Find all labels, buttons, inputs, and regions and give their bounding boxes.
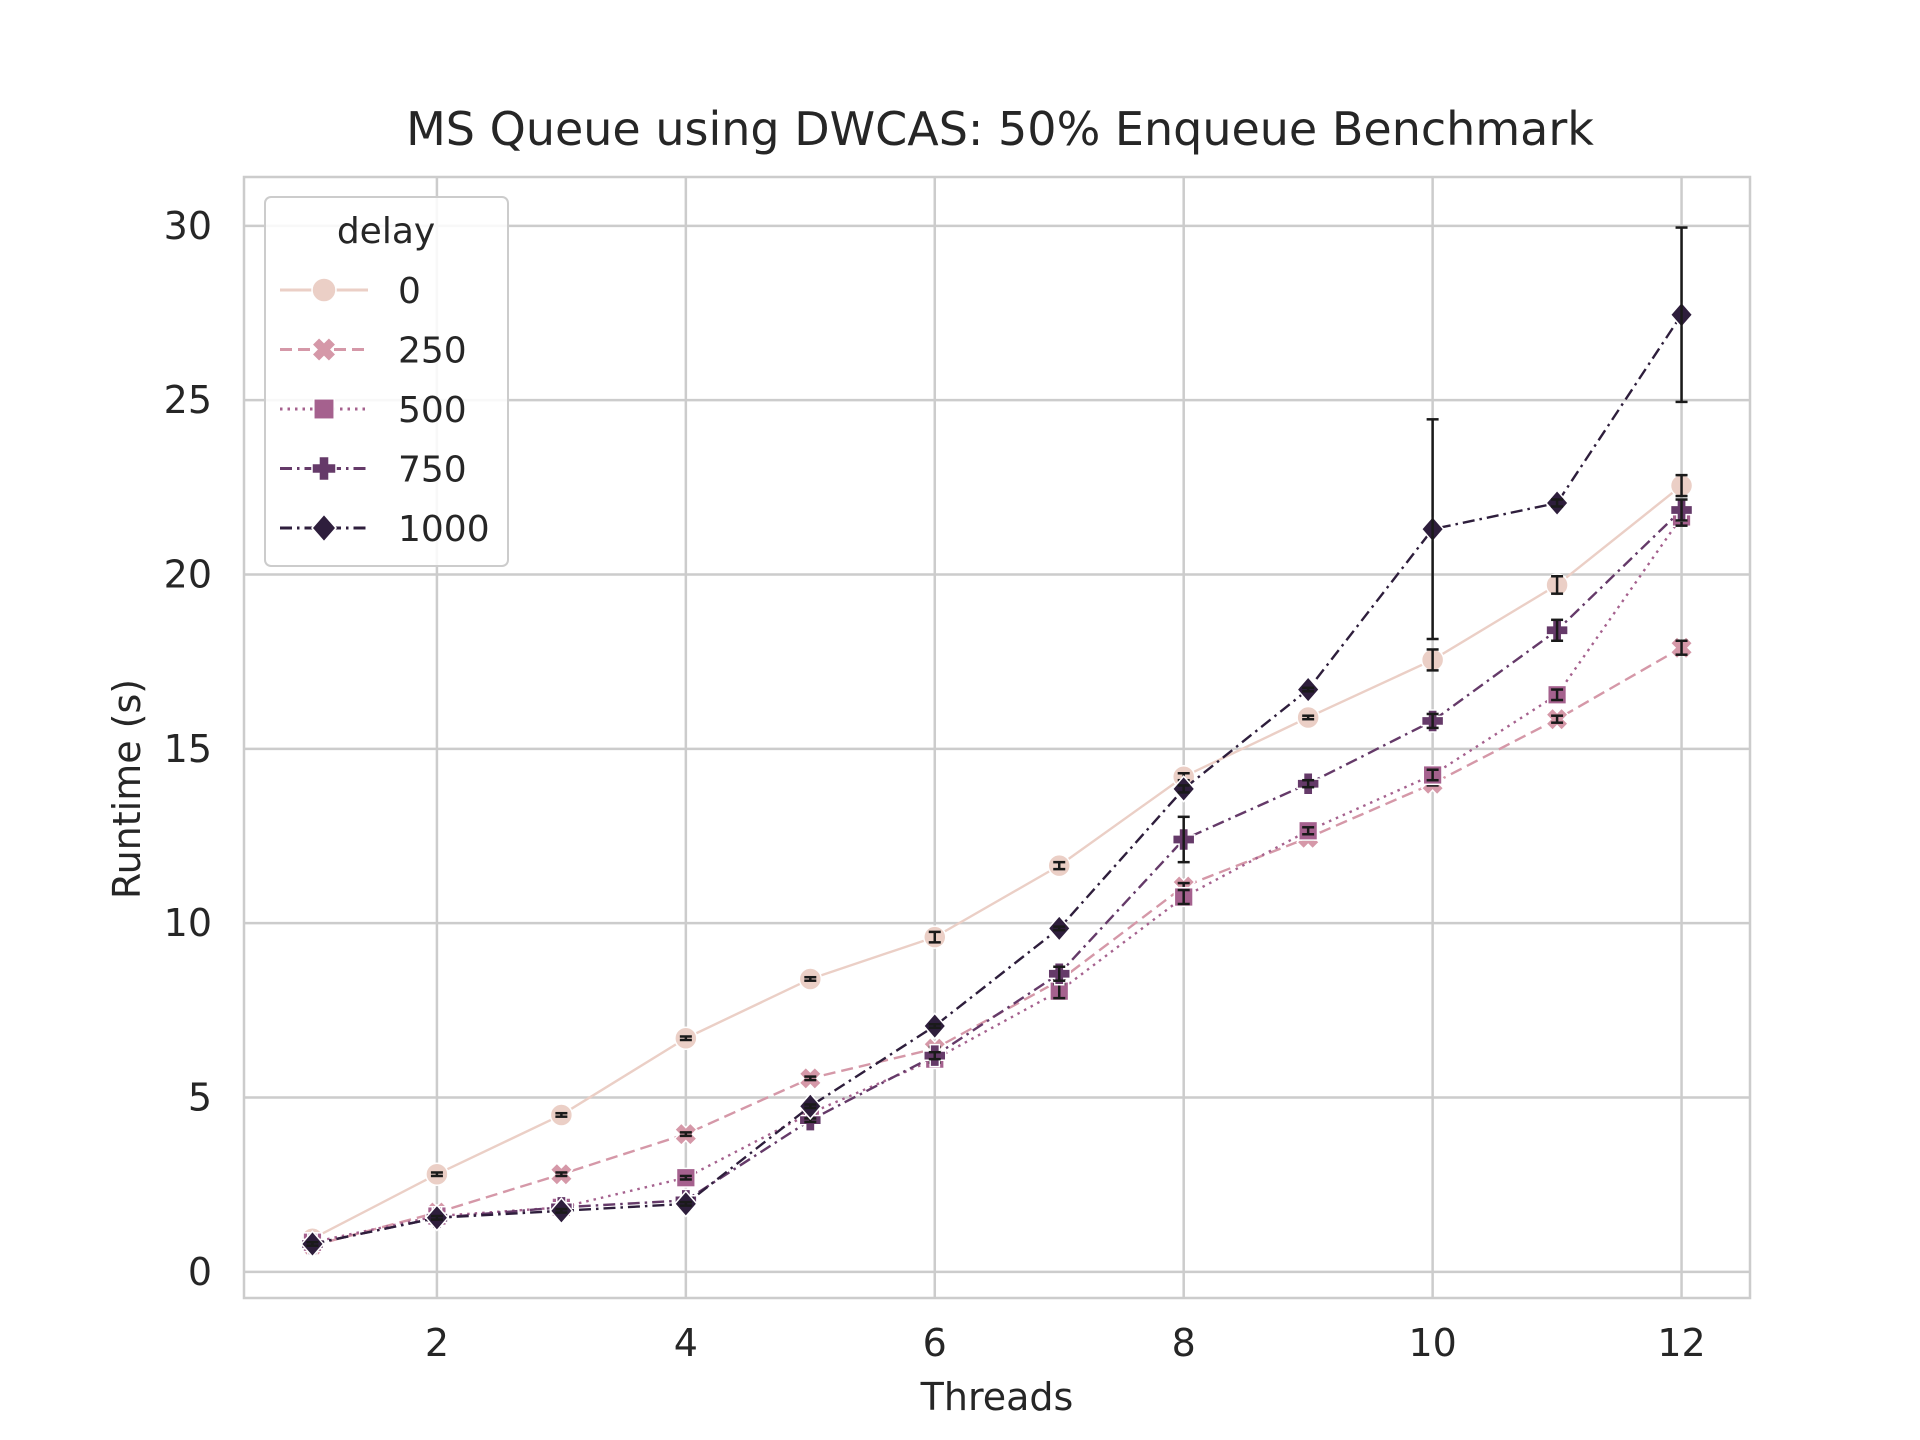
error-bar xyxy=(804,1075,817,1082)
error-bar xyxy=(1302,686,1315,693)
error-bar xyxy=(1302,826,1315,836)
error-bar xyxy=(679,1200,692,1207)
x-axis-label: Threads xyxy=(920,1375,1074,1419)
legend-label: 750 xyxy=(398,450,467,491)
plot-frame xyxy=(242,175,1752,1300)
legend-label: 250 xyxy=(398,331,467,372)
error-bar xyxy=(1053,860,1066,871)
error-bar xyxy=(679,1131,692,1138)
error-bar xyxy=(1675,226,1688,404)
error-bar xyxy=(1675,473,1688,498)
x-tick-label: 6 xyxy=(923,1321,947,1365)
error-bar xyxy=(928,1023,941,1030)
y-tick-label: 30 xyxy=(164,204,212,248)
series-1000 xyxy=(300,226,1694,1258)
y-tick-labels: 0 5 10 15 20 25 30 xyxy=(164,204,212,1294)
series-250 xyxy=(300,635,1694,1258)
error-bar xyxy=(1551,498,1564,508)
legend-label: 0 xyxy=(398,271,421,312)
error-bar xyxy=(1302,778,1315,789)
error-bar xyxy=(804,1103,817,1110)
legend-marker xyxy=(313,398,335,420)
legend-marker xyxy=(311,277,337,303)
error-bar xyxy=(555,1171,568,1178)
legend-label: 500 xyxy=(398,390,467,431)
y-tick-label: 25 xyxy=(164,378,212,422)
error-bar xyxy=(804,975,817,982)
error-bar xyxy=(430,1171,443,1178)
error-bar xyxy=(928,930,941,944)
x-tick-label: 10 xyxy=(1408,1321,1456,1365)
error-bar xyxy=(306,1240,319,1247)
error-bar xyxy=(1675,639,1688,656)
error-bar xyxy=(555,1111,568,1118)
error-bar xyxy=(1426,712,1439,730)
legend-marker xyxy=(311,513,337,543)
series-line xyxy=(312,516,1683,1244)
error-bar xyxy=(1551,618,1564,642)
legend-title: delay xyxy=(337,211,435,252)
error-bar xyxy=(1177,888,1190,906)
series-0 xyxy=(300,473,1694,1251)
y-tick-label: 10 xyxy=(164,901,212,945)
x-tick-label: 4 xyxy=(674,1321,698,1365)
error-bar xyxy=(430,1214,443,1221)
legend-label: 1000 xyxy=(398,509,490,550)
legend-entry-250: 250 xyxy=(280,331,467,372)
y-tick-label: 20 xyxy=(164,552,212,596)
series-line xyxy=(311,484,1683,1240)
legend-entries: 0 250 500 750 1000 xyxy=(280,271,490,550)
error-bar xyxy=(1426,768,1439,782)
x-tick-labels: 2 4 6 8 10 12 xyxy=(425,1321,1706,1365)
error-bar xyxy=(555,1207,568,1214)
y-tick-label: 15 xyxy=(164,727,212,771)
legend-marker xyxy=(311,455,337,482)
y-tick-label: 0 xyxy=(188,1250,212,1294)
error-bar xyxy=(679,1035,692,1042)
error-bar xyxy=(1551,574,1564,595)
legend-entry-500: 500 xyxy=(280,390,467,431)
error-bar xyxy=(928,1050,941,1061)
legend: delay 0 250 500 750 1000 xyxy=(264,196,509,567)
legend-entry-0: 0 xyxy=(280,271,421,312)
error-bar xyxy=(1302,714,1315,721)
x-tick-label: 12 xyxy=(1657,1321,1705,1365)
series-line xyxy=(312,509,1683,1246)
error-bar xyxy=(1177,815,1190,864)
x-tick-label: 8 xyxy=(1172,1321,1196,1365)
error-bar xyxy=(679,1174,692,1181)
error-bar xyxy=(1426,648,1439,672)
legend-entry-750: 750 xyxy=(280,450,467,491)
x-tick-label: 2 xyxy=(425,1321,449,1365)
error-bar xyxy=(1053,925,1066,932)
error-bar xyxy=(1426,418,1439,641)
error-bar xyxy=(1551,688,1564,702)
error-bar xyxy=(1053,965,1066,982)
series-750 xyxy=(300,498,1694,1256)
series-line xyxy=(312,314,1683,1246)
chart-title: MS Queue using DWCAS: 50% Enqueue Benchm… xyxy=(406,102,1594,156)
series-layer xyxy=(300,226,1694,1258)
legend-marker xyxy=(310,336,338,363)
error-bar xyxy=(1675,498,1688,522)
legend-entry-1000: 1000 xyxy=(280,509,490,550)
y-axis-label: Runtime (s) xyxy=(105,679,149,899)
error-bar xyxy=(1551,714,1564,724)
error-bar xyxy=(1177,784,1190,794)
series-line xyxy=(312,646,1683,1247)
y-tick-label: 5 xyxy=(188,1076,212,1120)
